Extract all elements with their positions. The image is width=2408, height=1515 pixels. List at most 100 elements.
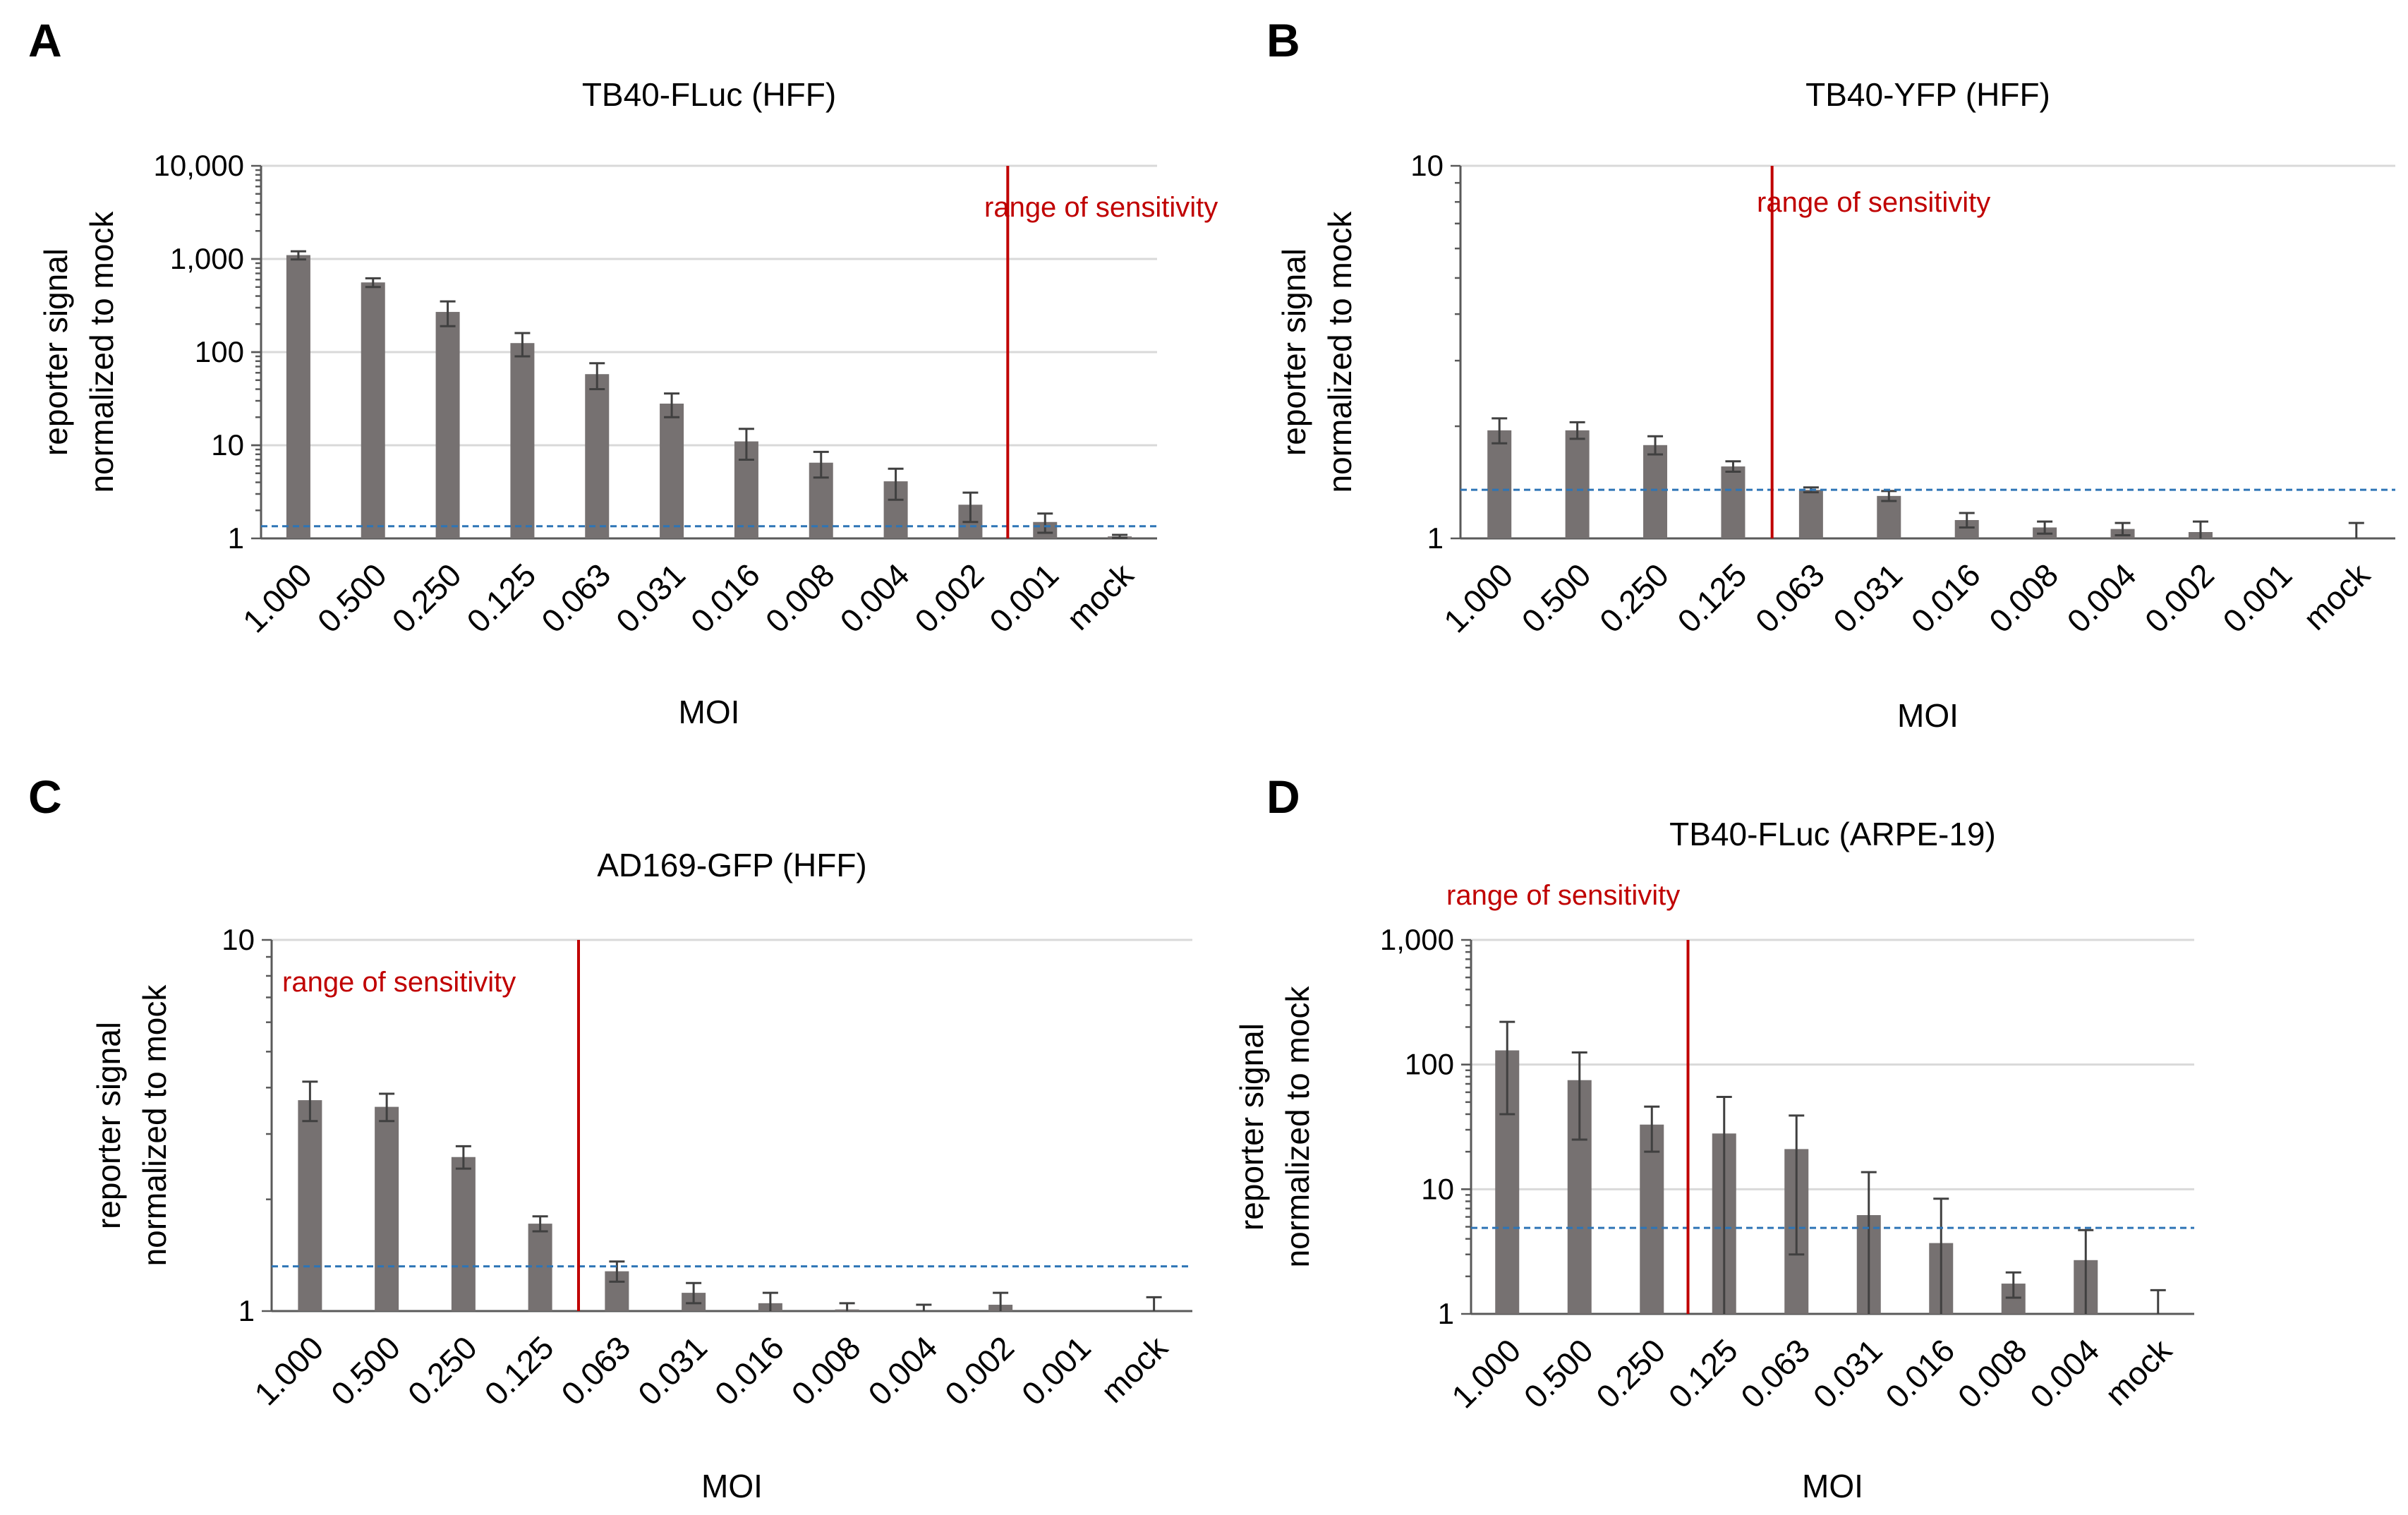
bar — [1798, 490, 1823, 538]
chart-panel-d: D TB40-FLuc (ARPE-19) 1 10 100 1,000 1.0000.50… — [1233, 771, 2194, 1504]
x-tick-label: 0.016 — [1878, 1332, 1961, 1415]
x-tick-label: 0.063 — [534, 556, 617, 639]
x-tick-label: 0.031 — [1806, 1332, 1889, 1415]
y-tick-label: 100 — [1405, 1048, 1454, 1081]
bar — [361, 282, 385, 538]
chart-title: AD169-GFP (HFF) — [597, 847, 867, 883]
y-tick-label: 1 — [228, 521, 244, 555]
x-tick-label: 0.125 — [459, 556, 543, 639]
x-tick-label: 0.016 — [1904, 556, 1987, 639]
x-tick-label: 0.004 — [833, 556, 916, 639]
y-tick-label: 10,000 — [154, 149, 244, 182]
x-tick-label: mock — [2098, 1332, 2179, 1413]
y-axis-label: normalized to mock — [83, 211, 120, 493]
panel-letter: D — [1266, 771, 1300, 823]
y-tick-label: 10 — [1410, 149, 1444, 182]
bar — [585, 374, 610, 538]
x-tick-label: 0.063 — [1734, 1332, 1817, 1415]
bar — [1721, 466, 1746, 538]
x-tick-label: 0.001 — [982, 556, 1065, 639]
x-tick-label: mock — [1060, 556, 1141, 637]
bar — [286, 255, 310, 538]
x-axis-label: MOI — [679, 694, 740, 730]
sensitivity-label: range of sensitivity — [1446, 880, 1680, 911]
x-tick-label: 0.001 — [2215, 556, 2299, 639]
bar — [451, 1157, 476, 1311]
y-axis-label: reporter signal — [37, 248, 74, 456]
x-tick-label: 0.008 — [1951, 1332, 2034, 1415]
chart-title: TB40-FLuc (ARPE-19) — [1669, 816, 1996, 852]
y-tick-label: 1,000 — [170, 242, 244, 275]
x-tick-label: 1.000 — [247, 1329, 330, 1412]
x-tick-label: 0.125 — [478, 1329, 561, 1412]
x-tick-label: 0.002 — [907, 556, 991, 639]
x-tick-label: 1.000 — [236, 556, 319, 639]
x-tick-label: 0.008 — [785, 1329, 868, 1412]
y-axis-label: normalized to mock — [136, 984, 173, 1267]
x-tick-label: 0.004 — [2059, 556, 2143, 639]
x-tick-label: 0.001 — [1015, 1329, 1098, 1412]
y-axis-label: reporter signal — [90, 1022, 127, 1229]
bar — [1640, 1124, 1664, 1314]
bar — [1877, 495, 1901, 538]
y-tick-label: 1 — [238, 1294, 255, 1327]
x-tick-label: 0.004 — [861, 1329, 944, 1412]
sensitivity-label: range of sensitivity — [282, 967, 516, 998]
x-axis-label: MOI — [1802, 1468, 1863, 1504]
x-tick-label: 0.004 — [2023, 1332, 2106, 1415]
x-tick-label: 0.063 — [1748, 556, 1832, 639]
y-tick-label: 1,000 — [1380, 923, 1454, 956]
chart-title: TB40-FLuc (HFF) — [582, 76, 836, 113]
x-axis-label: MOI — [1897, 697, 1959, 734]
y-tick-label: 10 — [222, 923, 255, 956]
x-tick-label: 0.250 — [1592, 556, 1676, 639]
y-tick-label: 1 — [1438, 1297, 1454, 1330]
x-tick-label: 0.125 — [1670, 556, 1753, 639]
bar — [1487, 430, 1512, 538]
panel-letter: B — [1266, 14, 1300, 66]
x-tick-label: 0.008 — [1982, 556, 2065, 639]
y-tick-label: 100 — [195, 335, 244, 368]
chart-title: TB40-YFP (HFF) — [1805, 76, 2050, 113]
x-tick-label: 0.500 — [310, 556, 394, 639]
x-tick-label: 0.500 — [324, 1329, 407, 1412]
x-tick-label: 0.008 — [758, 556, 842, 639]
x-tick-label: mock — [1094, 1329, 1175, 1410]
x-tick-label: 0.031 — [631, 1329, 714, 1412]
x-tick-label: 0.250 — [385, 556, 468, 639]
bar — [1643, 445, 1668, 538]
x-tick-label: 1.000 — [1436, 556, 1520, 639]
x-tick-label: 0.250 — [1589, 1332, 1672, 1415]
x-tick-label: 1.000 — [1444, 1332, 1527, 1415]
x-tick-label: mock — [2296, 556, 2377, 637]
bar — [375, 1106, 399, 1311]
sensitivity-label: range of sensitivity — [1757, 187, 1990, 218]
x-tick-label: 0.031 — [609, 556, 692, 639]
bar — [660, 403, 684, 538]
y-tick-label: 10 — [1421, 1172, 1454, 1205]
y-axis-label: reporter signal — [1276, 248, 1312, 456]
panel-letter: A — [28, 14, 62, 66]
x-tick-label: 0.016 — [684, 556, 767, 639]
x-tick-label: 0.250 — [401, 1329, 484, 1412]
x-tick-label: 0.002 — [2138, 556, 2221, 639]
x-tick-label: 0.063 — [554, 1329, 637, 1412]
x-tick-label: 0.002 — [938, 1329, 1021, 1412]
bar — [510, 343, 535, 538]
panel-letter: C — [28, 771, 62, 823]
y-axis-label: normalized to mock — [1321, 211, 1358, 493]
x-tick-label: 0.500 — [1515, 556, 1598, 639]
bar — [1565, 430, 1590, 538]
sensitivity-label: range of sensitivity — [984, 192, 1218, 223]
x-tick-label: 0.016 — [708, 1329, 791, 1412]
x-tick-label: 0.031 — [1826, 556, 1909, 639]
x-axis-label: MOI — [701, 1468, 763, 1504]
x-tick-label: 0.125 — [1662, 1332, 1745, 1415]
y-tick-label: 10 — [211, 428, 244, 461]
x-tick-label: 0.500 — [1517, 1332, 1600, 1415]
bar — [298, 1100, 322, 1311]
